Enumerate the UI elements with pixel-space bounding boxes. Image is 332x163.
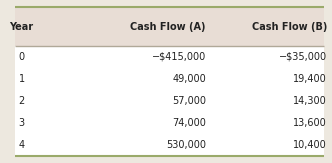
Text: 2: 2: [19, 96, 25, 106]
Text: 74,000: 74,000: [172, 118, 206, 128]
Bar: [15, 7, 324, 46]
Text: Cash Flow (B): Cash Flow (B): [252, 22, 327, 32]
Text: 19,400: 19,400: [293, 74, 327, 84]
Text: Cash Flow (A): Cash Flow (A): [130, 22, 206, 32]
Bar: [15, 46, 324, 156]
Text: 14,300: 14,300: [293, 96, 327, 106]
Text: 0: 0: [19, 52, 25, 62]
Text: 49,000: 49,000: [172, 74, 206, 84]
Text: 3: 3: [19, 118, 25, 128]
Text: 10,400: 10,400: [293, 140, 327, 150]
Text: 1: 1: [19, 74, 25, 84]
Text: −$415,000: −$415,000: [152, 52, 206, 62]
Text: 530,000: 530,000: [166, 140, 206, 150]
Text: Year: Year: [10, 22, 34, 32]
Text: 13,600: 13,600: [293, 118, 327, 128]
Text: 57,000: 57,000: [172, 96, 206, 106]
Text: 4: 4: [19, 140, 25, 150]
Text: −$35,000: −$35,000: [279, 52, 327, 62]
